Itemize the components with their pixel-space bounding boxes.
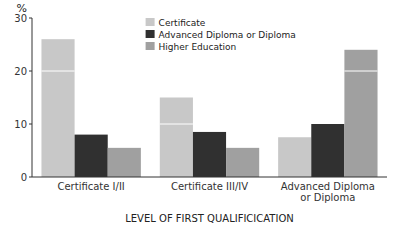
x-tick-label: Certificate I/II bbox=[57, 181, 124, 192]
chart-container: 0102030Certificate I/IICertificate III/I… bbox=[0, 0, 397, 227]
x-tick-label-line: or Diploma bbox=[300, 192, 355, 203]
plot-area bbox=[41, 39, 377, 177]
y-tick bbox=[29, 124, 32, 125]
y-tick-label: 0 bbox=[21, 172, 27, 183]
legend-label: Certificate bbox=[159, 18, 206, 28]
x-tick-label-line: Advanced Diploma bbox=[281, 181, 375, 192]
legend-swatch bbox=[146, 18, 155, 26]
x-axis-label: LEVEL OF FIRST QUALIFICICATION bbox=[125, 213, 294, 224]
x-axis-line bbox=[32, 177, 387, 178]
y-tick bbox=[29, 177, 32, 178]
chart-svg: 0102030Certificate I/IICertificate III/I… bbox=[0, 0, 397, 227]
bar-separator bbox=[41, 71, 74, 72]
y-tick bbox=[29, 71, 32, 72]
x-tick-label: Advanced Diplomaor Diploma bbox=[281, 181, 375, 203]
y-tick-label: 20 bbox=[14, 66, 27, 77]
bar bbox=[160, 98, 193, 178]
legend-label: Higher Education bbox=[159, 42, 237, 52]
bar bbox=[75, 135, 108, 177]
bar bbox=[311, 124, 344, 177]
bar bbox=[108, 148, 141, 177]
x-tick-label-line: Certificate III/IV bbox=[171, 181, 248, 192]
bar-separator bbox=[344, 71, 377, 72]
bar bbox=[344, 50, 377, 177]
x-tick-label: Certificate III/IV bbox=[171, 181, 248, 192]
bar bbox=[226, 148, 259, 177]
bar bbox=[278, 137, 311, 177]
legend-swatch bbox=[146, 42, 155, 50]
legend: Certificate Advanced Diploma or Diploma Hi… bbox=[146, 18, 296, 52]
bar bbox=[41, 39, 74, 177]
x-tick-label-line: Certificate I/II bbox=[57, 181, 124, 192]
y-axis-label: % bbox=[17, 2, 27, 15]
legend-label: Advanced Diploma or Diploma bbox=[159, 30, 296, 40]
bar-separator bbox=[160, 124, 193, 125]
y-tick-label: 10 bbox=[14, 119, 27, 130]
legend-swatch bbox=[146, 30, 155, 38]
bar bbox=[193, 132, 226, 177]
y-axis-line bbox=[32, 18, 33, 177]
y-tick bbox=[29, 18, 32, 19]
